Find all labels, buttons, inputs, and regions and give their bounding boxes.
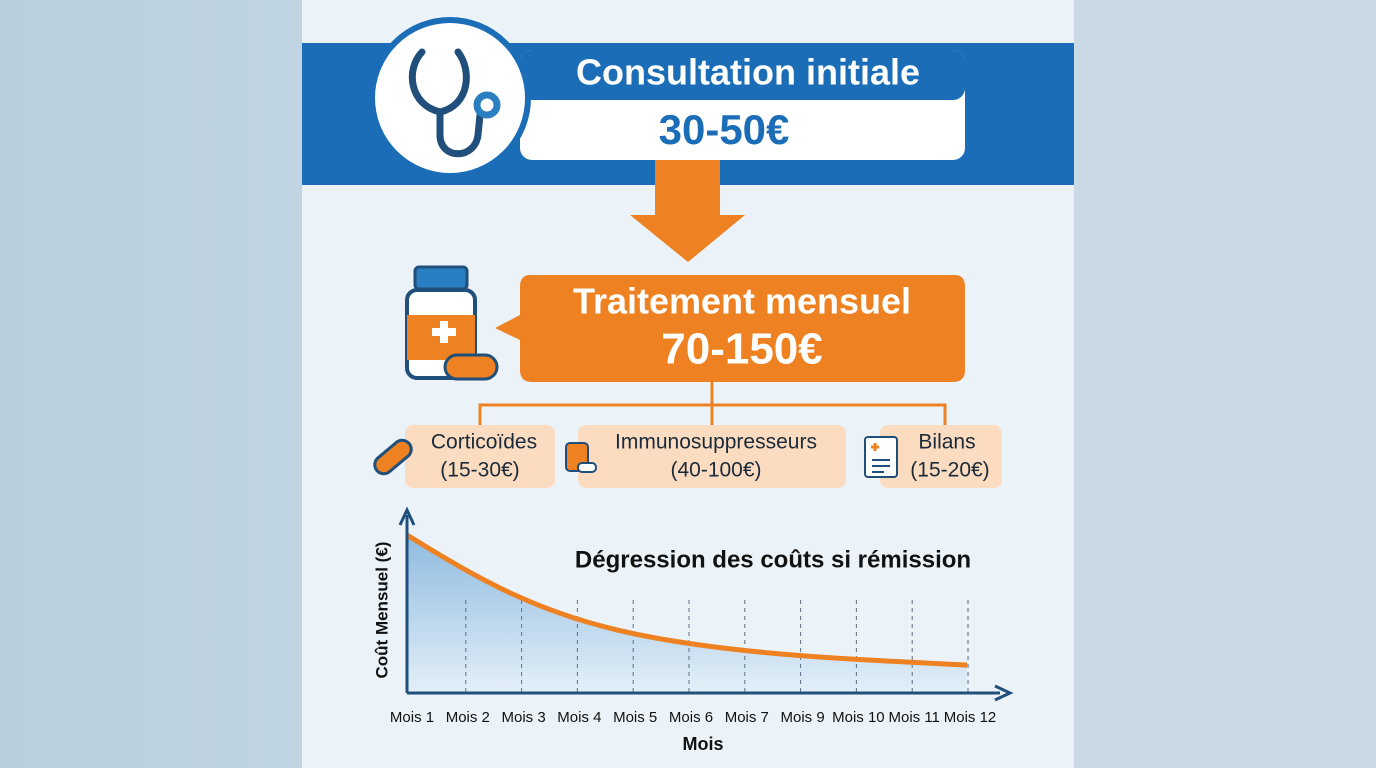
stethoscope-circle bbox=[369, 17, 531, 179]
x-tick-label: Mois 9 bbox=[781, 709, 825, 726]
item-price: (15-20€) bbox=[910, 459, 989, 482]
item-name: Corticoïdes bbox=[431, 431, 537, 454]
x-tick-label: Mois 4 bbox=[557, 709, 601, 726]
cost-curve bbox=[405, 532, 968, 668]
item-name: Bilans bbox=[918, 431, 975, 454]
pill-icon bbox=[373, 438, 413, 476]
background-right bbox=[1074, 0, 1376, 768]
x-axis-label: Mois bbox=[682, 734, 723, 754]
header-price: 30-50€ bbox=[659, 106, 790, 153]
document-icon bbox=[864, 436, 898, 478]
x-tick-label: Mois 1 bbox=[390, 709, 434, 726]
header-box-top bbox=[520, 50, 965, 100]
stethoscope-icon bbox=[408, 48, 501, 158]
item-box bbox=[405, 425, 555, 488]
x-tick-label: Mois 6 bbox=[669, 709, 713, 726]
item-box bbox=[578, 425, 846, 488]
curve-area bbox=[407, 535, 967, 693]
treatment-price: 70-150€ bbox=[661, 325, 822, 374]
small-bottle-icon bbox=[565, 442, 597, 473]
treatment-box bbox=[495, 275, 965, 382]
x-tick-label: Mois 10 bbox=[832, 709, 885, 726]
treatment-title: Traitement mensuel bbox=[573, 281, 911, 322]
x-tick-label: Mois 5 bbox=[613, 709, 657, 726]
x-tick-label: Mois 12 bbox=[944, 709, 997, 726]
item-price: (15-30€) bbox=[440, 459, 519, 482]
item-name: Immunosuppresseurs bbox=[615, 431, 817, 454]
item-box bbox=[880, 425, 1002, 488]
x-tick-label: Mois 7 bbox=[725, 709, 769, 726]
x-tick-label: Mois 2 bbox=[446, 709, 490, 726]
chart-title: Dégression des coûts si rémission bbox=[575, 546, 971, 573]
x-tick-label: Mois 11 bbox=[888, 709, 939, 726]
connector bbox=[478, 382, 947, 425]
y-axis-label: Coût Mensuel (€) bbox=[372, 542, 391, 679]
x-tick-label: Mois 3 bbox=[502, 709, 546, 726]
header-title: Consultation initiale bbox=[576, 52, 920, 93]
item-price: (40-100€) bbox=[670, 459, 761, 482]
down-arrow bbox=[630, 160, 745, 262]
x-axis bbox=[407, 684, 1014, 702]
y-axis bbox=[398, 506, 416, 693]
bottle-icon bbox=[405, 265, 499, 381]
